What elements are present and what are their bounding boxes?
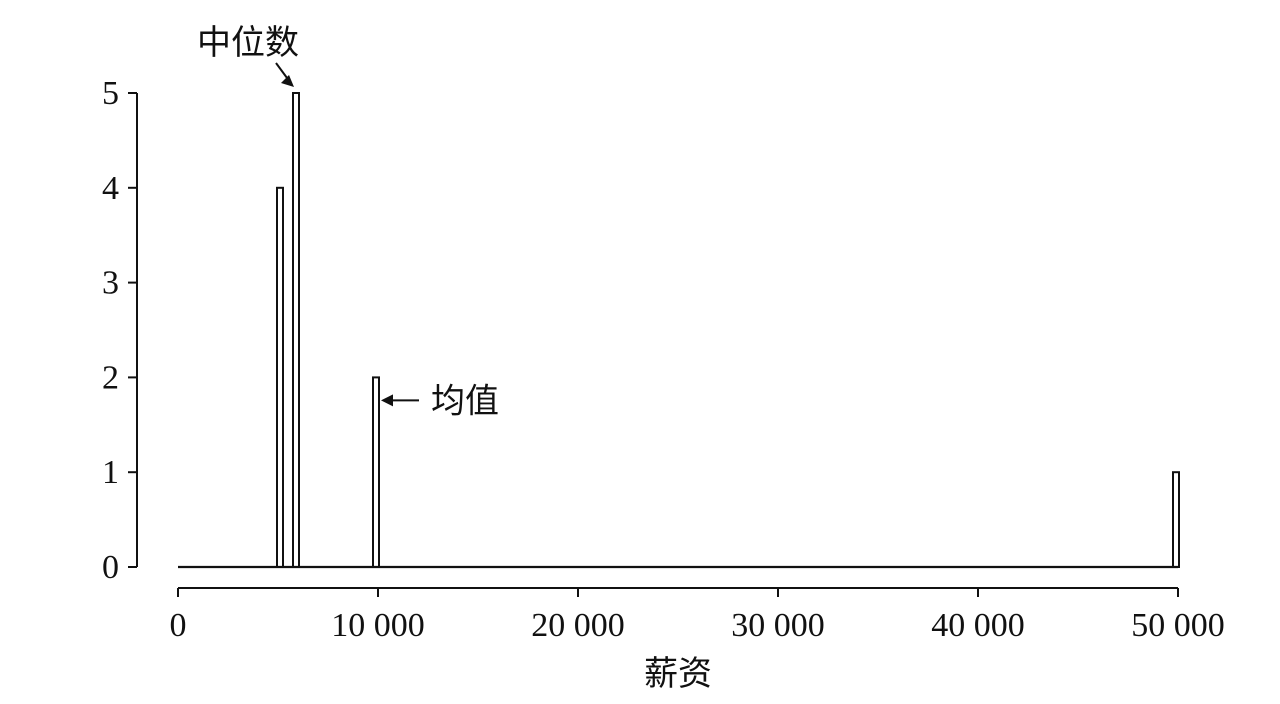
y-tick-label: 5	[102, 75, 119, 112]
bar	[292, 92, 300, 568]
x-axis-label: 薪资	[644, 654, 712, 694]
mean-arrow-head	[381, 394, 393, 407]
bars	[178, 92, 1180, 569]
x-axis: 0 10 000 20 000 30 000 40 000 50 000	[170, 587, 1225, 644]
x-tick-label: 20 000	[531, 607, 625, 644]
y-tick-label: 2	[102, 359, 119, 396]
x-tick-label: 10 000	[331, 607, 425, 644]
median-arrow-head	[281, 75, 294, 87]
y-tick-label: 1	[102, 454, 119, 491]
x-tick-label: 30 000	[731, 607, 825, 644]
bar	[372, 376, 380, 568]
y-tick-label: 3	[102, 265, 119, 302]
median-annotation-label: 中位数	[197, 23, 299, 63]
y-tick-label: 4	[102, 170, 119, 207]
y-tick-label: 0	[102, 549, 119, 586]
x-tick-label: 50 000	[1131, 607, 1225, 644]
bar	[1172, 471, 1180, 569]
bar	[276, 186, 284, 569]
y-axis: 0 1 2 3 4 5	[102, 75, 138, 586]
x-tick-label: 40 000	[931, 607, 1025, 644]
mean-annotation-label: 均值	[431, 381, 499, 421]
x-tick-label: 0	[170, 607, 187, 644]
